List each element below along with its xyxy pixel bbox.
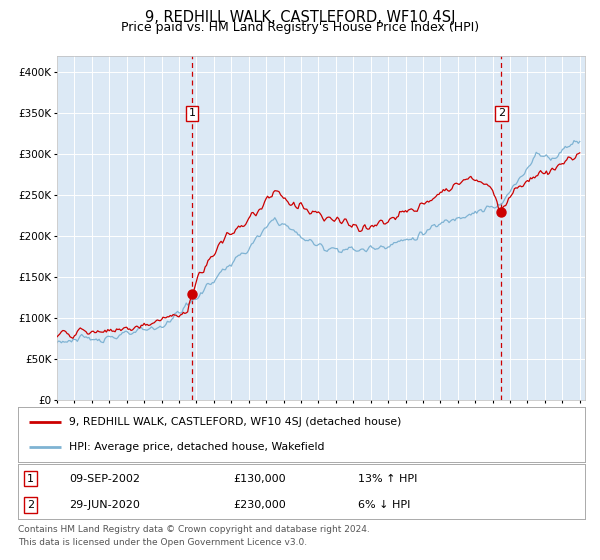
Text: HPI: Average price, detached house, Wakefield: HPI: Average price, detached house, Wake…	[69, 442, 325, 452]
Text: 29-JUN-2020: 29-JUN-2020	[69, 500, 140, 510]
Text: 2: 2	[498, 109, 505, 118]
Text: 9, REDHILL WALK, CASTLEFORD, WF10 4SJ: 9, REDHILL WALK, CASTLEFORD, WF10 4SJ	[145, 10, 455, 25]
Text: 13% ↑ HPI: 13% ↑ HPI	[358, 474, 418, 483]
Text: Price paid vs. HM Land Registry's House Price Index (HPI): Price paid vs. HM Land Registry's House …	[121, 21, 479, 34]
Text: 9, REDHILL WALK, CASTLEFORD, WF10 4SJ (detached house): 9, REDHILL WALK, CASTLEFORD, WF10 4SJ (d…	[69, 417, 401, 427]
Text: 6% ↓ HPI: 6% ↓ HPI	[358, 500, 410, 510]
Text: 2: 2	[27, 500, 34, 510]
Text: Contains HM Land Registry data © Crown copyright and database right 2024.
This d: Contains HM Land Registry data © Crown c…	[18, 525, 370, 547]
Text: 09-SEP-2002: 09-SEP-2002	[69, 474, 140, 483]
Text: £230,000: £230,000	[233, 500, 286, 510]
Text: 1: 1	[27, 474, 34, 483]
Text: 1: 1	[188, 109, 196, 118]
Text: £130,000: £130,000	[233, 474, 286, 483]
